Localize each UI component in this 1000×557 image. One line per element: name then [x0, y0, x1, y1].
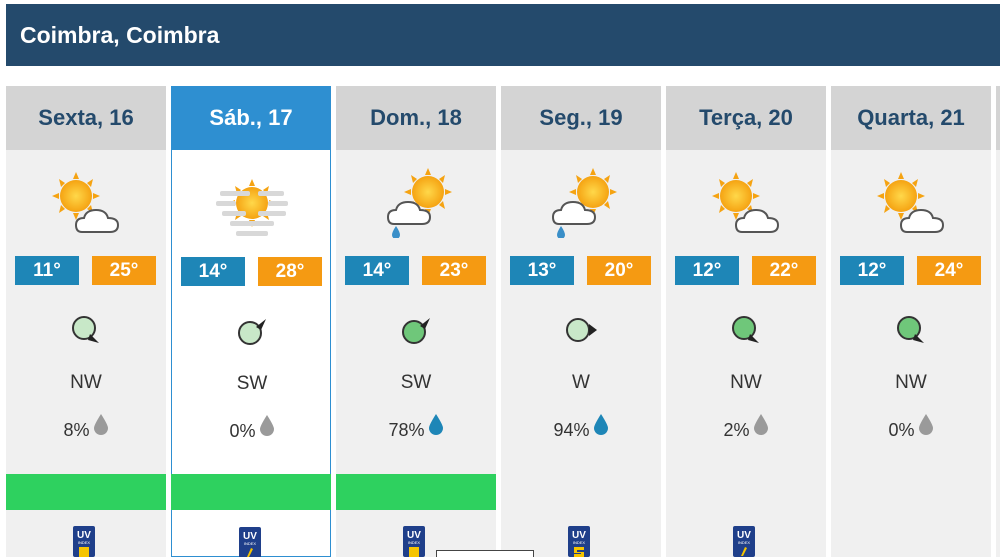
precip-value: 0% [229, 421, 256, 441]
sun-haze-icon [216, 179, 288, 236]
day-column-fri[interactable]: Sexta, 16 11° 25° NW 8% UV INDEX [6, 86, 166, 557]
sun-cloud-icon [877, 172, 944, 233]
sun-cloud-icon [712, 172, 779, 233]
blue-drop-icon [593, 414, 608, 435]
wind-arrow-sw-icon [402, 318, 430, 344]
uv-index-icon: UV INDEX [239, 527, 261, 557]
min-temp: 13° [510, 256, 574, 285]
tooltip-box [436, 550, 534, 557]
uv-index-icon: UV INDEX [568, 526, 590, 557]
uv-sub: INDEX [244, 541, 257, 546]
uv-label: UV [243, 531, 257, 542]
day-column-wed[interactable]: Quarta, 21 12° 24° NW 0% [831, 86, 991, 557]
precip-value: 8% [63, 420, 90, 440]
wind-direction: NW [70, 372, 102, 393]
precip-chance: 0% [831, 413, 991, 443]
precip-value: 78% [388, 420, 425, 440]
sun-cloud-icon [52, 172, 119, 233]
max-temp: 22° [752, 256, 816, 285]
gray-drop-icon [753, 414, 768, 435]
location-title: Coimbra, Coimbra [20, 22, 220, 48]
green-bar [6, 474, 166, 510]
uv-sub: INDEX [738, 540, 751, 545]
precip-chance: 8% [6, 413, 166, 443]
uv-index-icon: UV INDEX [73, 526, 95, 557]
min-temp: 14° [181, 257, 245, 286]
sun-cloud-rain-icon [552, 168, 617, 238]
gray-drop-icon [918, 414, 933, 435]
wind-direction: NW [895, 372, 927, 393]
precip-chance: 2% [666, 413, 826, 443]
day-label[interactable]: Seg., 19 [501, 86, 661, 150]
day-column-tue[interactable]: Terça, 20 12° 22° NW 2% UV INDEX [666, 86, 826, 557]
max-temp: 28° [258, 257, 322, 286]
precip-value: 0% [888, 420, 915, 440]
green-bar [336, 474, 496, 510]
uv-sub: INDEX [408, 540, 421, 545]
wind-direction: SW [400, 372, 432, 393]
min-temp: 12° [675, 256, 739, 285]
location-header: Coimbra, Coimbra [6, 4, 1000, 66]
uv-sub: INDEX [573, 540, 586, 545]
min-temp: 12° [840, 256, 904, 285]
green-bar [171, 474, 331, 510]
min-temp: 11° [15, 256, 79, 285]
precip-chance: 94% [501, 413, 661, 443]
uv-sub: INDEX [78, 540, 91, 545]
day-label[interactable]: Sáb., 17 [172, 87, 330, 150]
day-label[interactable]: Quarta, 21 [831, 86, 991, 150]
wind-arrow-nw-icon [72, 316, 99, 343]
wind-arrow-nw-icon [897, 316, 924, 343]
next-day-column-edge [996, 86, 1000, 557]
max-temp: 23° [422, 256, 486, 285]
day-column-mon[interactable]: Seg., 19 13° 20° W 94% UV INDEX [501, 86, 661, 557]
day-column-sun[interactable]: Dom., 18 14° 23° SW 78% UV INDEX [336, 86, 496, 557]
min-temp: 14° [345, 256, 409, 285]
precip-chance: 0% [172, 414, 332, 444]
precip-chance: 78% [336, 413, 496, 443]
sun-cloud-rain-icon [387, 168, 452, 238]
gray-drop-icon [93, 414, 108, 435]
uv-label: UV [737, 530, 751, 541]
blue-drop-icon [428, 414, 443, 435]
uv-label: UV [407, 530, 421, 541]
day-label[interactable]: Sexta, 16 [6, 86, 166, 150]
wind-direction: W [572, 372, 590, 393]
wind-arrow-nw-icon [732, 316, 759, 343]
day-label[interactable]: Terça, 20 [666, 86, 826, 150]
wind-direction: SW [236, 373, 268, 394]
next-day-head-edge [996, 86, 1000, 150]
uv-index-icon: UV INDEX [733, 526, 755, 557]
precip-value: 2% [723, 420, 750, 440]
max-temp: 25° [92, 256, 156, 285]
uv-label: UV [77, 530, 91, 541]
day-column-sat[interactable]: Sáb., 17 14° 28° SW 0% UV INDEX [171, 86, 331, 557]
uv-label: UV [572, 530, 586, 541]
wind-arrow-sw-icon [238, 319, 266, 345]
wind-direction: NW [730, 372, 762, 393]
gray-drop-icon [259, 415, 274, 436]
uv-index-icon: UV INDEX [403, 526, 425, 557]
wind-arrow-w-icon [566, 318, 597, 342]
max-temp: 20° [587, 256, 651, 285]
day-label[interactable]: Dom., 18 [336, 86, 496, 150]
precip-value: 94% [553, 420, 590, 440]
max-temp: 24° [917, 256, 981, 285]
